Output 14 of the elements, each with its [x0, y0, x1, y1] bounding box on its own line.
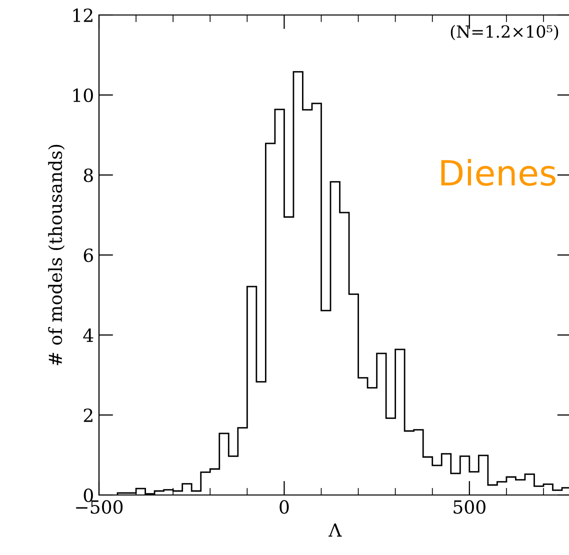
- x-tick-label: 500: [454, 500, 486, 514]
- x-tick-label: −500: [76, 500, 123, 514]
- y-tick-label: 12: [73, 8, 92, 22]
- y-tick-label: 10: [73, 88, 93, 102]
- y-tick-label: 4: [83, 328, 94, 342]
- y-tick-label: 8: [84, 168, 93, 182]
- x-axis-title: Λ: [328, 523, 342, 537]
- y-tick-label: 6: [84, 248, 93, 262]
- y-tick-label: 0: [84, 488, 93, 502]
- annotation: Dienes: [441, 159, 556, 186]
- y-tick-label: 2: [84, 408, 92, 422]
- annotation: (N=1.2×10⁵): [450, 24, 558, 40]
- x-tick-label: 0: [280, 500, 289, 514]
- y-axis-title: # of models (thousands): [48, 144, 65, 366]
